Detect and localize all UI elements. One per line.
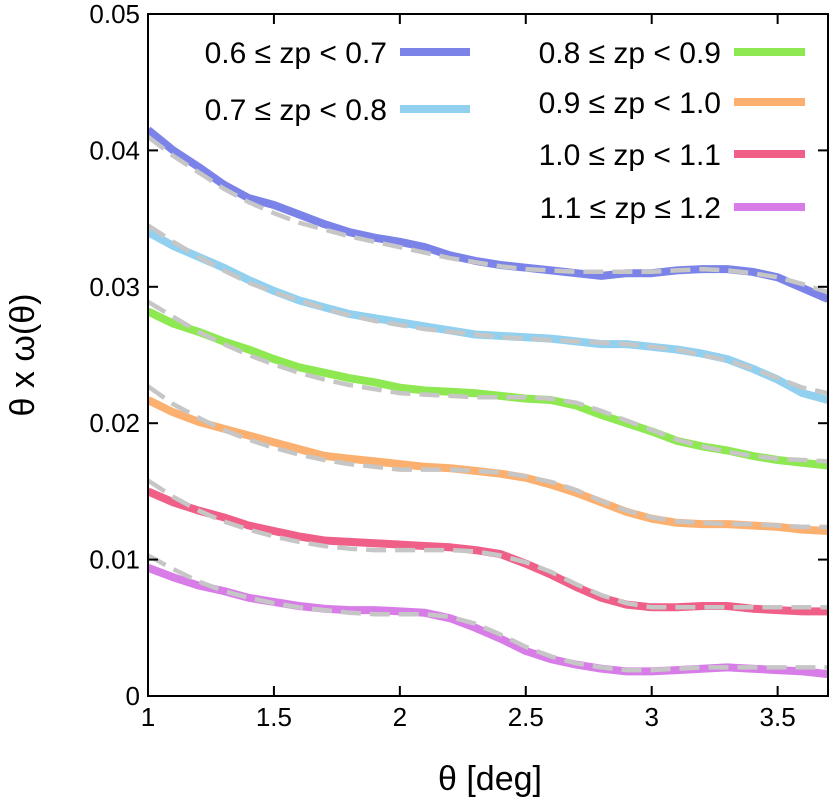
legend-entry-5: 1.0 ≤ zp < 1.1 xyxy=(539,139,805,172)
x-tick-label: 1.5 xyxy=(256,702,292,732)
fit-line-2 xyxy=(148,223,828,396)
y-axis-label: θ x ω(θ) xyxy=(4,294,42,417)
fit-line-6 xyxy=(148,553,828,673)
x-tick-label: 2.5 xyxy=(508,702,544,732)
legend-entry-6: 1.1 ≤ zp ≤ 1.2 xyxy=(540,192,805,225)
x-tick-label: 3 xyxy=(644,702,658,732)
legend-entry-2: 0.7 ≤ zp < 0.8 xyxy=(205,94,470,127)
legend-entry-1: 0.6 ≤ zp < 0.7 xyxy=(205,37,470,70)
legend-label: 0.9 ≤ zp < 1.0 xyxy=(539,87,721,120)
plot-frame xyxy=(147,13,829,697)
x-tick-label: 1 xyxy=(141,702,155,732)
legend-label: 1.1 ≤ zp ≤ 1.2 xyxy=(540,192,721,225)
fit-line-4 xyxy=(148,384,828,530)
x-tick-label: 2 xyxy=(393,702,407,732)
y-tick-label: 0 xyxy=(126,681,140,711)
legend-label: 0.8 ≤ zp < 0.9 xyxy=(539,37,721,70)
y-tick-label: 0.03 xyxy=(89,272,140,302)
fit-line-3 xyxy=(148,299,828,464)
y-tick-label: 0.04 xyxy=(89,135,140,165)
fit-layer xyxy=(148,135,828,673)
tick-layer: 1 1.5 2 2.5 3 3.5 0 0.01 0.02 0.03 0.04 0.05 xyxy=(89,0,828,732)
legend-label: 1.0 ≤ zp < 1.1 xyxy=(539,139,721,172)
fit-line-1 xyxy=(148,135,828,295)
y-tick-label: 0.05 xyxy=(89,0,140,29)
x-axis-label: θ [deg] xyxy=(438,760,542,798)
x-tick-label: 3.5 xyxy=(760,702,796,732)
legend-label: 0.7 ≤ zp < 0.8 xyxy=(205,94,387,127)
legend-label: 0.6 ≤ zp < 0.7 xyxy=(205,37,387,70)
legend-entry-4: 0.9 ≤ zp < 1.0 xyxy=(539,87,805,120)
fit-line-5 xyxy=(148,478,828,610)
legend-layer: 0.6 ≤ zp < 0.7 0.7 ≤ zp < 0.8 0.8 ≤ zp < 0… xyxy=(205,37,805,225)
y-tick-label: 0.01 xyxy=(89,545,140,575)
legend-entry-3: 0.8 ≤ zp < 0.9 xyxy=(539,37,805,70)
y-tick-label: 0.02 xyxy=(89,408,140,438)
